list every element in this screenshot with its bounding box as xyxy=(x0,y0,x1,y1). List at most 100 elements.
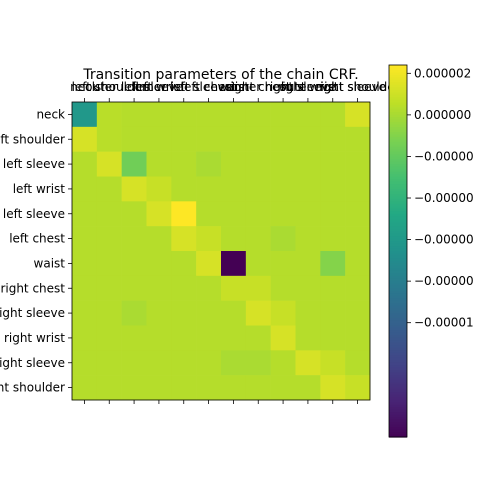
colorbar-segment xyxy=(389,179,407,183)
colorbar-segment xyxy=(389,184,407,188)
colorbar-segment xyxy=(389,208,407,212)
heatmap-cell xyxy=(146,350,172,376)
colorbar-segment xyxy=(389,268,407,272)
colorbar-segment xyxy=(389,258,407,262)
colorbar-tick-label: −0.00001 xyxy=(414,316,474,330)
heatmap-cell xyxy=(221,350,247,376)
colorbar-segment xyxy=(389,370,407,374)
colorbar-tick-label: −0.00000 xyxy=(414,274,474,288)
row-label: right wrist xyxy=(4,331,65,345)
heatmap-cell xyxy=(96,151,122,177)
heatmap-cell xyxy=(295,275,321,301)
colorbar: 0.000002 0.000000 −0.00000 −0.00000 −0.00000… xyxy=(388,64,474,438)
colorbar-segment xyxy=(389,327,407,331)
colorbar-segment xyxy=(389,422,407,426)
heatmap-cell xyxy=(96,226,122,252)
heatmap-cell xyxy=(96,201,122,227)
colorbar-segment xyxy=(389,236,407,240)
heatmap-cell xyxy=(196,275,222,301)
colorbar-segment xyxy=(389,218,407,222)
colorbar-segment xyxy=(389,315,407,319)
colorbar-segment xyxy=(389,171,407,175)
heatmap-cell xyxy=(196,151,222,177)
colorbar-segment xyxy=(389,342,407,346)
colorbar-segment xyxy=(389,122,407,126)
colorbar-segment xyxy=(389,384,407,388)
row-label: right shoulder xyxy=(0,381,65,395)
colorbar-segment xyxy=(389,74,407,78)
heatmap-cells xyxy=(72,102,371,401)
colorbar-segment xyxy=(389,337,407,341)
heatmap-cell xyxy=(295,201,321,227)
colorbar-segment xyxy=(389,389,407,393)
heatmap-cell xyxy=(171,275,197,301)
colorbar-segment xyxy=(389,77,407,81)
heatmap-cell xyxy=(72,151,98,177)
colorbar-segment xyxy=(389,166,407,170)
colorbar-segment xyxy=(389,191,407,195)
row-label: left chest xyxy=(9,232,65,246)
heatmap-cell xyxy=(295,226,321,252)
colorbar-segment xyxy=(389,127,407,131)
heatmap-cell xyxy=(171,201,197,227)
heatmap-cell xyxy=(345,275,371,301)
colorbar-segment xyxy=(389,144,407,148)
heatmap-cell xyxy=(196,201,222,227)
heatmap-cell xyxy=(221,102,247,128)
heatmap-cell xyxy=(96,275,122,301)
col-label: left shoulder xyxy=(72,80,147,94)
heatmap-cell xyxy=(121,201,147,227)
colorbar-segment xyxy=(389,65,407,69)
colorbar-segment xyxy=(389,377,407,381)
colorbar-segment xyxy=(389,151,407,155)
heatmap-cell xyxy=(72,201,98,227)
heatmap-cell xyxy=(320,102,346,128)
colorbar-segment xyxy=(389,112,407,116)
row-label: outer left sleeve xyxy=(0,157,65,171)
colorbar-segment xyxy=(389,409,407,413)
colorbar-segment xyxy=(389,248,407,252)
heatmap-cell xyxy=(320,251,346,277)
heatmap-cell xyxy=(72,275,98,301)
heatmap-cell xyxy=(146,275,172,301)
heatmap-cell xyxy=(345,300,371,326)
heatmap-cell xyxy=(245,251,271,277)
heatmap-cell xyxy=(245,350,271,376)
heatmap-cell xyxy=(121,275,147,301)
heatmap-cell xyxy=(295,325,321,351)
colorbar-segment xyxy=(389,79,407,83)
colorbar-segment xyxy=(389,362,407,366)
heatmap-cell xyxy=(320,126,346,152)
heatmap-cell xyxy=(171,126,197,152)
heatmap-cell xyxy=(196,375,222,401)
row-label: outer right sleeve xyxy=(0,356,65,370)
colorbar-segment xyxy=(389,397,407,401)
heatmap-cell xyxy=(96,126,122,152)
row-label: right chest xyxy=(0,281,65,295)
heatmap-cell xyxy=(245,375,271,401)
colorbar-segment xyxy=(389,117,407,121)
colorbar-segment xyxy=(389,206,407,210)
colorbar-segment xyxy=(389,280,407,284)
colorbar-segment xyxy=(389,432,407,436)
heatmap-cell xyxy=(245,151,271,177)
colorbar-segment xyxy=(389,134,407,138)
colorbar-segment xyxy=(389,434,407,438)
colorbar-segment xyxy=(389,255,407,260)
colorbar-segment xyxy=(389,288,407,292)
colorbar-segment xyxy=(389,305,407,309)
colorbar-segment xyxy=(389,372,407,376)
heatmap-cell xyxy=(345,126,371,152)
colorbar-segment xyxy=(389,375,407,379)
colorbar-segment xyxy=(389,412,407,416)
heatmap-cell xyxy=(171,375,197,401)
chart-title: Transition parameters of the chain CRF. xyxy=(82,67,358,83)
colorbar-segment xyxy=(389,213,407,217)
colorbar-segment xyxy=(389,253,407,257)
colorbar-segment xyxy=(389,295,407,299)
row-label: inner left sleeve xyxy=(0,207,65,221)
heatmap-cell xyxy=(245,201,271,227)
heatmap-cell xyxy=(270,275,296,301)
heatmap-cell xyxy=(196,102,222,128)
